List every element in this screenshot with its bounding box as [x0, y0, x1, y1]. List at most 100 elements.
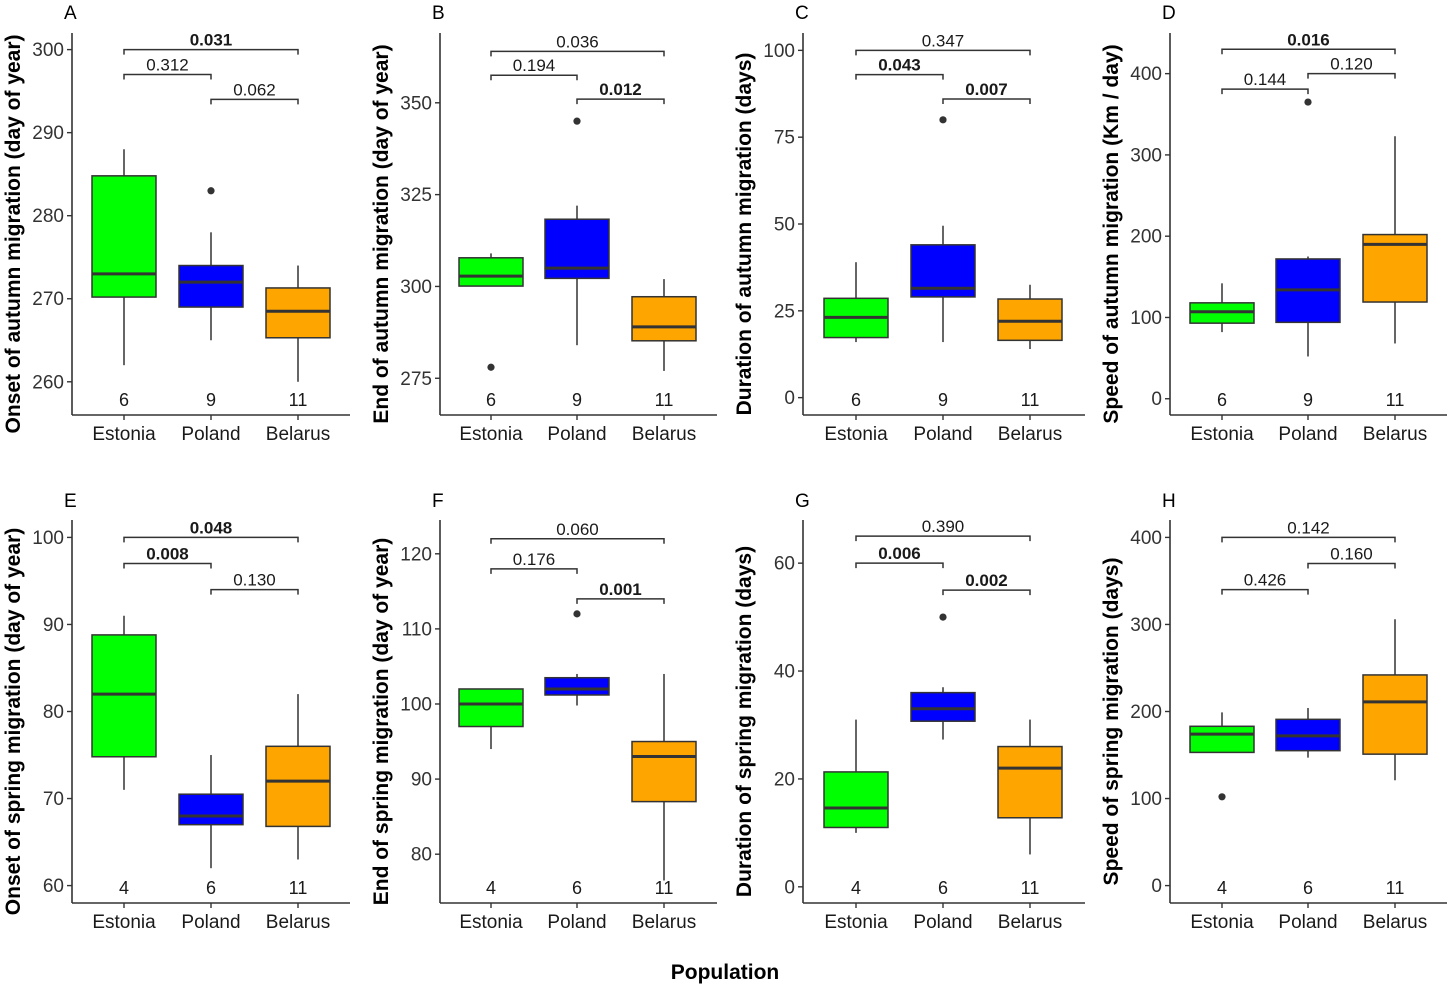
- y-tick-label: 100: [1130, 789, 1162, 810]
- p-value-label: 0.016: [1287, 30, 1330, 49]
- y-tick-label: 80: [43, 702, 64, 723]
- sample-size-label: 11: [289, 878, 308, 898]
- y-tick-label: 200: [1130, 227, 1162, 248]
- bracket-line: [490, 50, 665, 57]
- y-tick-label: 20: [774, 769, 795, 790]
- box-belarus: [997, 284, 1063, 350]
- x-tick-label: Estonia: [92, 424, 156, 445]
- x-tick-label: Poland: [181, 424, 240, 445]
- significance-bracket: 0.001: [576, 580, 665, 604]
- box-estonia: [1189, 712, 1255, 801]
- box-belarus: [265, 265, 331, 382]
- sample-size-label: 11: [1386, 390, 1405, 410]
- sample-size-label: 6: [1303, 878, 1313, 898]
- box-poland: [178, 755, 244, 869]
- box-poland: [1275, 708, 1341, 758]
- y-tick-label: 110: [402, 619, 432, 640]
- y-tick-label: 300: [32, 40, 64, 61]
- significance-bracket: 0.144: [1221, 70, 1309, 95]
- x-tick-label: Poland: [913, 424, 972, 445]
- bracket-line: [576, 98, 665, 105]
- box-poland: [544, 610, 610, 706]
- sample-size-label: 4: [119, 878, 129, 898]
- box-iqr: [265, 745, 331, 828]
- y-axis-title: Onset of autumn migration (day of year): [2, 34, 25, 433]
- p-value-label: 0.347: [922, 31, 965, 50]
- x-tick-label: Estonia: [459, 424, 523, 445]
- box-iqr: [631, 740, 697, 803]
- y-tick-label: 280: [32, 206, 64, 227]
- x-tick-label: Poland: [1278, 912, 1337, 933]
- outlier-point: [207, 187, 215, 195]
- box-estonia: [91, 149, 157, 366]
- box-iqr: [265, 287, 331, 339]
- p-value-label: 0.120: [1330, 55, 1373, 74]
- box-estonia: [458, 253, 524, 371]
- y-tick-label: 400: [1130, 528, 1162, 549]
- significance-bracket: 0.062: [210, 80, 299, 105]
- sample-size-label: 6: [938, 878, 948, 898]
- y-tick-label: 100: [763, 41, 795, 62]
- y-tick-label: 260: [32, 372, 64, 393]
- box-belarus: [631, 673, 697, 881]
- box-iqr: [458, 257, 524, 287]
- sample-size-label: 4: [486, 878, 496, 898]
- box-iqr: [178, 264, 244, 308]
- panel-f: F 80 90 100 110 120 End of spring migration (d…: [370, 491, 717, 933]
- y-tick-label: 70: [43, 789, 64, 810]
- sample-size-label: 11: [1386, 878, 1405, 898]
- x-tick-label: Belarus: [632, 912, 696, 933]
- y-tick-label: 300: [1130, 145, 1162, 166]
- box-iqr: [91, 634, 157, 758]
- p-value-label: 0.176: [513, 550, 556, 569]
- significance-bracket: 0.142: [1221, 518, 1396, 543]
- panel-d: D 0 100 200 300 400 Speed of autumn migration …: [1100, 3, 1447, 445]
- panel-e: E 60 70 80 90 100 Onset of spring migration (d…: [2, 491, 350, 933]
- p-value-label: 0.048: [190, 518, 233, 537]
- sample-size-label: 6: [206, 878, 216, 898]
- sample-size-label: 11: [1021, 390, 1040, 410]
- p-value-label: 0.160: [1330, 545, 1373, 564]
- bracket-line: [855, 73, 944, 80]
- bracket-line: [210, 588, 299, 595]
- outlier-point: [1218, 793, 1226, 801]
- bracket-line: [123, 562, 212, 569]
- x-tick-label: Estonia: [459, 912, 523, 933]
- y-tick-label: 350: [400, 93, 432, 114]
- panel-letter: D: [1162, 3, 1176, 24]
- y-tick-label: 90: [43, 615, 64, 636]
- y-tick-label: 120: [400, 544, 432, 565]
- box-iqr: [91, 175, 157, 298]
- box-estonia: [1189, 283, 1255, 333]
- y-tick-label: 50: [774, 215, 795, 236]
- x-tick-label: Estonia: [824, 424, 888, 445]
- box-poland: [1275, 98, 1341, 357]
- box-belarus: [1362, 619, 1428, 781]
- bracket-line: [490, 538, 665, 544]
- y-tick-label: 25: [774, 301, 795, 322]
- panel-letter: E: [64, 491, 77, 512]
- outlier-point: [573, 610, 581, 618]
- p-value-label: 0.426: [1244, 571, 1287, 590]
- significance-bracket: 0.048: [123, 518, 299, 543]
- y-tick-label: 100: [32, 528, 64, 549]
- p-value-label: 0.002: [965, 571, 1008, 590]
- sample-size-label: 6: [119, 390, 129, 410]
- box-iqr: [631, 295, 697, 342]
- panel-g: G 0 20 40 60 Duration of spring migration (da…: [733, 491, 1085, 933]
- y-tick-label: 90: [411, 770, 432, 791]
- significance-bracket: 0.060: [490, 520, 665, 544]
- significance-bracket: 0.130: [210, 571, 299, 595]
- x-tick-label: Poland: [547, 912, 606, 933]
- p-value-label: 0.312: [146, 56, 189, 75]
- y-axis-title: End of autumn migration (day of year): [370, 44, 393, 423]
- y-tick-label: 60: [43, 876, 64, 897]
- bracket-line: [1307, 562, 1396, 569]
- significance-bracket: 0.390: [855, 517, 1031, 542]
- sample-size-label: 9: [572, 390, 582, 410]
- box-belarus: [1362, 136, 1428, 344]
- box-estonia: [823, 719, 889, 833]
- box-iqr: [1189, 725, 1255, 754]
- y-tick-label: 300: [400, 277, 432, 298]
